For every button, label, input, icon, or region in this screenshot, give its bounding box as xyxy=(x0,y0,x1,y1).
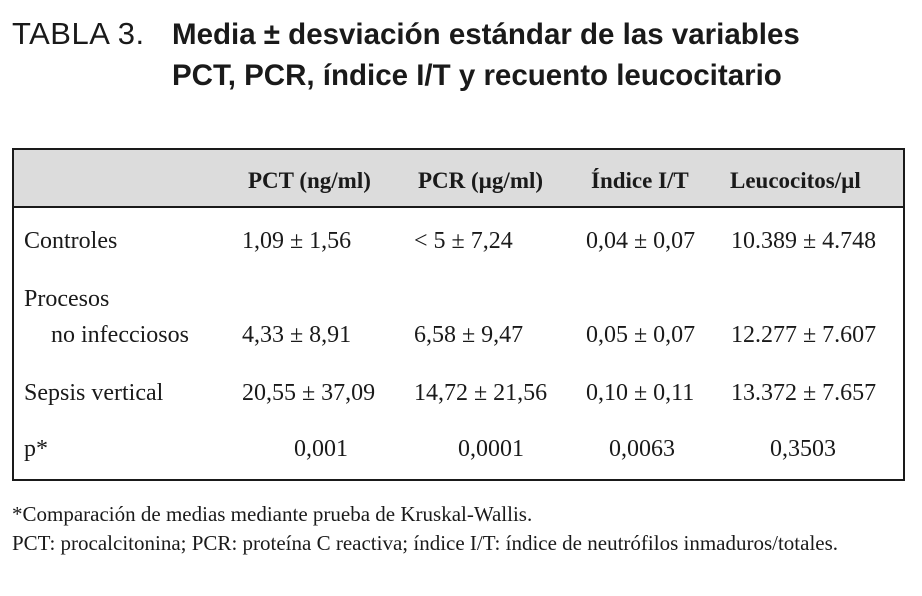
cell-controles-it: 0,04 ± 0,07 xyxy=(586,228,696,254)
cell-procesos-leucocitos: 12.277 ± 7.607 xyxy=(731,322,877,348)
table-title-line-1: Media ± desviación estándar de las varia… xyxy=(172,18,800,51)
cell-p-leucocitos: 0,3503 xyxy=(770,436,836,462)
header-leucocitos: Leucocitos/µl xyxy=(730,168,861,193)
table-number-label: TABLA 3. xyxy=(12,16,145,51)
cell-p-pcr: 0,0001 xyxy=(458,436,524,462)
row-label-procesos-line1: Procesos xyxy=(24,286,110,312)
cell-sepsis-leucocitos: 13.372 ± 7.657 xyxy=(731,380,877,406)
row-label-sepsis: Sepsis vertical xyxy=(24,380,164,406)
cell-procesos-pct: 4,33 ± 8,91 xyxy=(242,322,352,348)
cell-controles-pct: 1,09 ± 1,56 xyxy=(242,228,352,254)
footnote-kruskal-wallis: *Comparación de medias mediante prueba d… xyxy=(12,502,533,526)
cell-p-it: 0,0063 xyxy=(609,436,675,462)
cell-p-pct: 0,001 xyxy=(294,436,348,462)
row-label-controles: Controles xyxy=(24,228,118,254)
footnote-abbreviations: PCT: procalcitonina; PCR: proteína C rea… xyxy=(12,531,839,555)
row-label-procesos-line2: no infecciosos xyxy=(51,322,189,348)
cell-sepsis-pcr: 14,72 ± 21,56 xyxy=(414,380,548,406)
row-label-p: p* xyxy=(24,436,48,462)
cell-controles-leucocitos: 10.389 ± 4.748 xyxy=(731,228,877,254)
cell-procesos-pcr: 6,58 ± 9,47 xyxy=(414,322,524,348)
header-pcr: PCR (µg/ml) xyxy=(418,168,544,193)
cell-procesos-it: 0,05 ± 0,07 xyxy=(586,322,696,348)
header-pct: PCT (ng/ml) xyxy=(248,168,371,193)
cell-sepsis-it: 0,10 ± 0,11 xyxy=(586,380,695,406)
table-title: TABLA 3. Media ± desviación estándar de … xyxy=(12,14,912,96)
cell-controles-pcr: < 5 ± 7,24 xyxy=(414,228,513,254)
cell-sepsis-pct: 20,55 ± 37,09 xyxy=(242,380,376,406)
table-title-line-2: PCT, PCR, índice I/T y recuento leucocit… xyxy=(172,59,782,92)
data-table: PCT (ng/ml) PCR (µg/ml) Índice I/T Leuco… xyxy=(12,148,905,481)
table-header-row: PCT (ng/ml) PCR (µg/ml) Índice I/T Leuco… xyxy=(14,150,903,208)
header-index-it: Índice I/T xyxy=(591,168,689,193)
table-footnotes: *Comparación de medias mediante prueba d… xyxy=(12,500,912,558)
